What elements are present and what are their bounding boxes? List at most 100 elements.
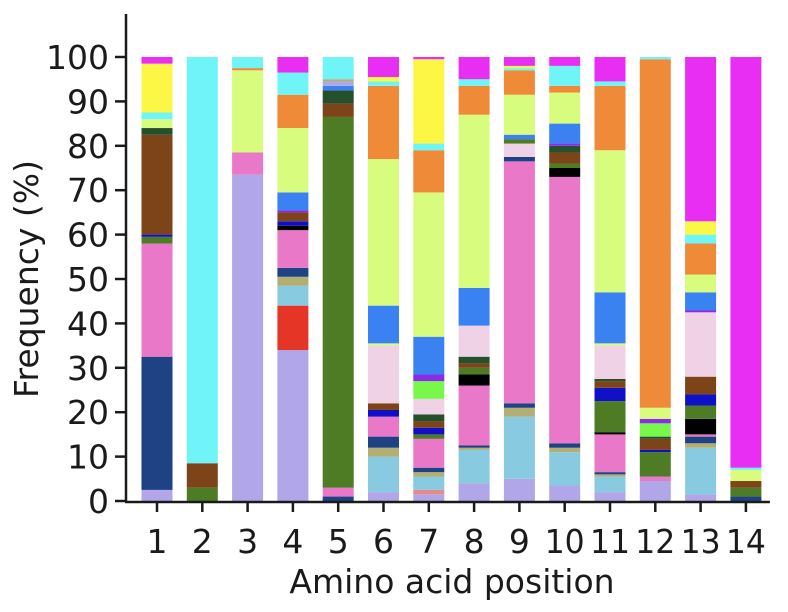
- bar-segment-pink: [685, 434, 717, 437]
- bar-segment-cyan: [368, 81, 399, 86]
- bar-segment-magenta: [730, 57, 762, 468]
- y-tick-label: 90: [67, 82, 109, 121]
- bar-segment-navy: [503, 403, 535, 408]
- bar-segment-palepink: [594, 345, 626, 379]
- bar-position-12: [639, 57, 671, 501]
- bar-segment-orange: [639, 59, 671, 408]
- x-tick-label: 6: [373, 522, 394, 561]
- bar-segment-lime: [368, 159, 399, 306]
- bar-segment-darkblue: [639, 449, 671, 453]
- y-tick-label: 50: [67, 260, 109, 299]
- bar-segment-orange: [503, 70, 535, 95]
- bar-segment-brown: [685, 376, 717, 395]
- bar-segment-green: [730, 487, 762, 497]
- bar-segment-darkblue: [594, 387, 626, 402]
- bar-segment-tan: [685, 443, 717, 448]
- bar-position-8: [458, 57, 490, 501]
- bar-segment-tan: [594, 474, 626, 477]
- bar-segment-navy: [277, 267, 309, 277]
- bar-segment-lime: [503, 94, 535, 135]
- bar-segment-pink: [503, 161, 535, 404]
- x-tick-label: 2: [192, 522, 213, 561]
- y-tick-label: 70: [67, 171, 109, 210]
- bar-segment-purple: [549, 143, 581, 146]
- bar-segment-magenta: [277, 57, 309, 73]
- bar-position-6: [368, 57, 399, 501]
- bar-segment-blue: [685, 292, 717, 311]
- bar-segment-pink: [458, 385, 490, 446]
- bar-segment-orange: [277, 94, 309, 129]
- bar-segment-cyan: [639, 57, 671, 60]
- bar-position-7: [413, 57, 445, 501]
- bar-segment-magenta: [685, 57, 717, 222]
- bar-segment-magenta: [458, 57, 490, 80]
- bar-segment-navy: [594, 472, 626, 475]
- bar-segment-darkgreen: [594, 378, 626, 382]
- bar-position-10: [549, 57, 581, 501]
- x-axis-title: Amino acid position: [289, 562, 614, 601]
- bar-segment-tan: [368, 447, 399, 457]
- bar-segment-yellow: [413, 59, 445, 144]
- bar-segment-lime: [277, 128, 309, 193]
- bar-segment-lime: [413, 192, 445, 337]
- bar-segment-brown: [458, 363, 490, 368]
- bar-segment-lavender: [458, 483, 490, 501]
- bar-segment-cyan: [322, 57, 354, 80]
- bar-segment-lavender: [141, 489, 173, 501]
- bar-segment-purple: [639, 418, 671, 424]
- y-tick-label: 80: [67, 127, 109, 166]
- bar-segment-tan: [277, 276, 309, 286]
- bar-segment-tan: [413, 472, 445, 477]
- x-tick-label: 14: [726, 522, 766, 561]
- bar-position-5: [322, 57, 354, 501]
- bar-segment-black: [685, 418, 717, 435]
- bar-segment-palepink: [368, 345, 399, 404]
- bar-segment-cyan: [458, 79, 490, 86]
- bar-segment-pink: [232, 152, 264, 175]
- y-tick-label: 20: [67, 393, 109, 432]
- x-tick-label: 11: [590, 522, 630, 561]
- bar-segment-darkblue: [413, 427, 445, 435]
- bar-segment-magenta: [503, 57, 535, 66]
- bar-segment-magenta: [594, 57, 626, 82]
- bar-segment-blue: [322, 85, 354, 91]
- bar-segment-navy: [413, 467, 445, 473]
- y-tick-label: 60: [67, 216, 109, 255]
- bar-segment-lavender: [549, 485, 581, 501]
- bar-segment-navy: [322, 496, 354, 501]
- bar-segment-navy: [458, 445, 490, 448]
- bar-segment-orange: [232, 68, 264, 71]
- bar-segment-pink: [549, 176, 581, 444]
- bar-segment-blue: [368, 305, 399, 344]
- x-tick-label: 8: [464, 522, 485, 561]
- bar-segment-red: [277, 305, 309, 351]
- bar-segment-orange: [594, 85, 626, 151]
- bar-position-1: [141, 57, 173, 501]
- bar-position-9: [503, 57, 535, 501]
- bar-segment-cyan: [277, 72, 309, 95]
- bar-segment-pink: [368, 416, 399, 437]
- bar-segment-green: [322, 116, 354, 488]
- x-axis: 1 2 3 4 5 6 7 8 9 10 11 12 13 14: [125, 500, 770, 561]
- bar-segment-navy: [368, 436, 399, 448]
- y-axis-title: Frequency (%): [7, 160, 46, 398]
- bar-segment-pink: [413, 438, 445, 468]
- bar-segment-lavender: [685, 494, 717, 501]
- bar-segment-brown: [549, 152, 581, 164]
- bar-segment-green: [458, 367, 490, 375]
- y-tick-label: 30: [67, 349, 109, 388]
- bar-segment-lime: [458, 114, 490, 288]
- bar-segment-blue: [458, 287, 490, 326]
- x-tick-label: 7: [418, 522, 439, 561]
- bar-segment-tan: [503, 407, 535, 417]
- bar-segment-lime: [141, 119, 173, 129]
- bar-segment-blue: [594, 292, 626, 344]
- bar-segment-lavender: [368, 492, 399, 501]
- bar-segment-purple: [685, 310, 717, 313]
- bar-segment-green: [685, 405, 717, 419]
- bar-segment-lavender: [503, 478, 535, 501]
- bar-segment-magenta: [368, 57, 399, 77]
- bar-position-11: [594, 57, 626, 501]
- bar-segment-blue: [277, 192, 309, 211]
- bar-segment-darkblue: [368, 409, 399, 417]
